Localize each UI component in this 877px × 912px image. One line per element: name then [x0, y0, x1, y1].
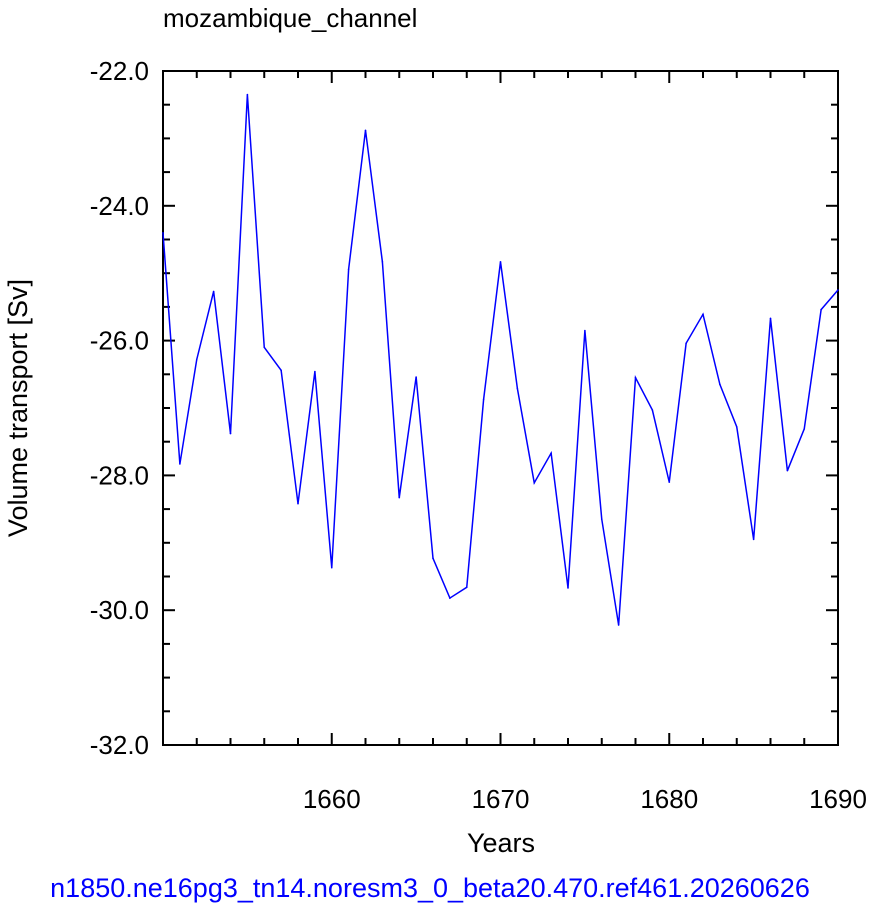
data-point: [246, 93, 249, 96]
y-tick-label: -26.0: [90, 326, 149, 356]
data-point: [482, 398, 485, 401]
data-point: [600, 518, 603, 521]
y-axis-label: Volume transport [Sv]: [3, 279, 33, 537]
data-point: [432, 557, 434, 560]
data-point: [330, 566, 333, 569]
y-tick-label: -28.0: [90, 460, 149, 490]
data-point: [837, 289, 839, 291]
data-point: [465, 586, 468, 589]
data-point: [786, 469, 789, 472]
data-point: [347, 268, 350, 270]
chart-title: mozambique_channel: [163, 3, 417, 33]
data-point: [668, 481, 671, 483]
data-point: [803, 428, 806, 430]
data-point: [499, 260, 502, 263]
data-point: [617, 624, 620, 626]
data-point: [584, 329, 586, 332]
data-point: [314, 370, 316, 373]
y-tick-label: -30.0: [90, 595, 149, 625]
data-point: [398, 496, 401, 499]
data-point: [212, 290, 215, 293]
data-point: [229, 432, 232, 435]
data-point: [364, 129, 367, 132]
data-point: [162, 231, 164, 234]
data-point: [533, 482, 536, 484]
data-point: [179, 463, 181, 465]
y-tick-labels: -22.0 -24.0 -26.0 -28.0 -30.0 -32.0: [90, 56, 149, 760]
y-tick-label: -22.0: [90, 56, 149, 86]
data-point: [820, 308, 822, 311]
x-tick-label: 1660: [303, 784, 361, 814]
series-layer: [162, 93, 839, 626]
series-line: [162, 94, 839, 626]
data-point: [550, 452, 552, 454]
data-point: [769, 317, 772, 320]
data-point: [297, 502, 299, 505]
data-point: [702, 313, 704, 316]
data-point: [651, 409, 654, 411]
data-point: [263, 346, 266, 349]
data-point: [685, 342, 687, 345]
data-point: [567, 587, 569, 589]
data-point: [735, 426, 738, 428]
footer-run-id: n1850.ne16pg3_tn14.noresm3_0_beta20.470.…: [50, 873, 810, 903]
data-point: [634, 376, 637, 379]
x-tick-label: 1690: [809, 784, 867, 814]
x-tick-label: 1670: [472, 784, 530, 814]
x-tick-labels: 1660 1670 1680 1690: [303, 784, 867, 814]
x-tick-label: 1680: [640, 784, 698, 814]
axis-ticks: [162, 70, 839, 746]
data-point: [195, 358, 198, 361]
data-point: [280, 369, 282, 372]
y-tick-label: -32.0: [90, 730, 149, 760]
data-point: [516, 387, 519, 390]
y-tick-label: -24.0: [90, 191, 149, 221]
data-point: [449, 597, 451, 599]
data-point: [415, 376, 417, 378]
data-point: [381, 260, 384, 263]
x-axis-label: Years: [467, 828, 535, 858]
plot-frame: [162, 70, 839, 746]
data-point: [719, 383, 721, 386]
data-point: [752, 538, 755, 541]
